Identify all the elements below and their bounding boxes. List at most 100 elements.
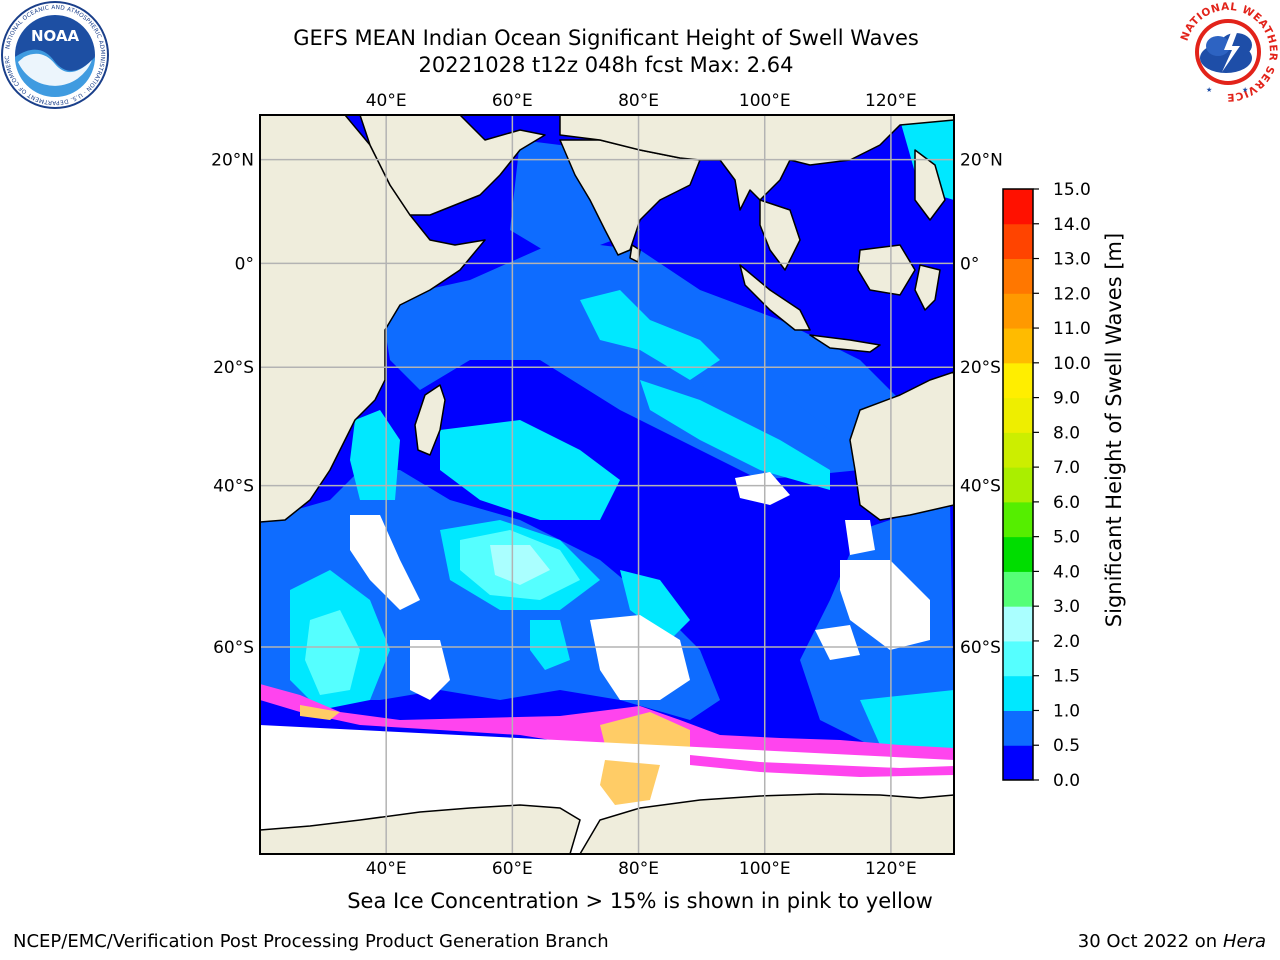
colorbar-tick-label: 12.0 xyxy=(1053,284,1091,304)
colorbar-bin xyxy=(1003,606,1033,642)
colorbar-bin xyxy=(1003,397,1033,433)
borneo-land xyxy=(857,244,916,296)
latitude-label: 0° xyxy=(960,254,979,274)
colorbar-bin xyxy=(1003,467,1033,503)
colorbar-bin xyxy=(1003,710,1033,746)
colorbar-bin xyxy=(1003,640,1033,677)
colorbar-bin xyxy=(1003,745,1033,781)
colorbar-tick-label: 10.0 xyxy=(1053,354,1091,374)
colorbar-bin xyxy=(1003,189,1033,225)
map-panel xyxy=(260,115,954,854)
swell-band-1.5-2.0 xyxy=(305,610,360,695)
no-data-area xyxy=(410,640,450,700)
footer-date-text: 30 Oct 2022 on xyxy=(1077,931,1223,952)
colorbar-tick-label: 15.0 xyxy=(1053,180,1091,200)
latitude-labels-right: 20°N 0° 20°S 40°S 60°S xyxy=(960,151,1003,658)
colorbar-tick-label: 7.0 xyxy=(1053,458,1080,478)
latitude-label: 40°S xyxy=(960,477,1001,497)
asia-land xyxy=(559,115,954,211)
footer-credit: NCEP/EMC/Verification Post Processing Pr… xyxy=(13,931,609,952)
figure-subtitle: 20221028 t12z 048h fcst Max: 2.64 xyxy=(418,53,794,77)
latitude-label: 20°N xyxy=(211,151,254,171)
colorbar-tick-label: 3.0 xyxy=(1053,597,1080,617)
longitude-label: 80°E xyxy=(618,859,659,879)
map-frame xyxy=(259,114,955,855)
longitude-label: 120°E xyxy=(865,91,917,111)
colorbar-ticks: 0.0 0.5 1.0 1.5 2.0 3.0 4.0 5.0 6.0 7.0 8.0 9.0 10.0… xyxy=(1033,180,1091,791)
colorbar-tick-label: 1.0 xyxy=(1053,701,1080,721)
colorbar-bin xyxy=(1003,258,1033,294)
no-data-area xyxy=(350,515,420,610)
colorbar-tick-label: 13.0 xyxy=(1053,250,1091,270)
java-land xyxy=(809,334,881,353)
longitude-label: 60°E xyxy=(492,91,533,111)
longitude-label: 100°E xyxy=(739,859,791,879)
noaa-logo-text: NOAA xyxy=(31,27,80,45)
swell-band-2.0-3.0 xyxy=(490,545,550,585)
longitude-label: 80°E xyxy=(618,91,659,111)
footer-date: 30 Oct 2022 on Hera xyxy=(1078,931,1266,952)
sulawesi-land xyxy=(914,264,941,311)
colorbar-bin xyxy=(1003,223,1033,260)
colorbar-bin xyxy=(1003,362,1033,399)
colorbar-bin xyxy=(1003,571,1033,607)
no-data-area xyxy=(735,472,790,505)
latitude-label: 60°S xyxy=(960,638,1001,658)
sea-ice-caption: Sea Ice Concentration > 15% is shown in … xyxy=(347,889,933,913)
longitude-label: 40°E xyxy=(366,859,407,879)
sea-ice-edge xyxy=(690,755,954,777)
colorbar-bin xyxy=(1003,432,1033,468)
swell-band-1.0-1.5 xyxy=(440,420,620,520)
colorbar-bin xyxy=(1003,293,1033,329)
colorbar xyxy=(1003,189,1033,781)
no-data-area xyxy=(840,560,930,650)
colorbar-tick-label: 0.0 xyxy=(1053,771,1080,791)
latitude-label: 20°S xyxy=(960,358,1001,378)
no-data-area xyxy=(590,615,690,700)
australia-land xyxy=(849,371,954,521)
longitude-label: 100°E xyxy=(739,91,791,111)
nws-logo: NATIONAL WEATHER SERVICE ★ ★ xyxy=(1178,1,1279,103)
sea-ice-core xyxy=(300,705,340,720)
no-data-areas xyxy=(350,472,930,700)
latitude-labels-left: 20°N 0° 20°S 40°S 60°S xyxy=(211,151,254,658)
swell-band-1.0-1.5 xyxy=(580,290,720,380)
latitude-label: 0° xyxy=(235,254,254,274)
colorbar-bin xyxy=(1003,328,1033,364)
longitude-label: 40°E xyxy=(366,91,407,111)
swell-band-1.0-1.5 xyxy=(350,410,400,500)
figure-title: GEFS MEAN Indian Ocean Significant Heigh… xyxy=(293,26,919,50)
sumatra-land xyxy=(739,264,811,331)
colorbar-tick-label: 9.0 xyxy=(1053,389,1080,409)
latitude-label: 20°S xyxy=(213,358,254,378)
swell-band-1.0-1.5 xyxy=(860,690,954,750)
footer-host: Hera xyxy=(1222,931,1266,952)
longitude-labels-top: 40°E 60°E 80°E 100°E 120°E xyxy=(366,91,917,111)
colorbar-tick-label: 5.0 xyxy=(1053,528,1080,548)
no-data-area xyxy=(845,520,875,555)
colorbar-bin xyxy=(1003,536,1033,572)
colorbar-tick-label: 11.0 xyxy=(1053,319,1091,339)
colorbar-tick-label: 2.0 xyxy=(1053,632,1080,652)
latitude-label: 20°N xyxy=(960,151,1003,171)
svg-text:★: ★ xyxy=(1206,86,1212,94)
latitude-label: 60°S xyxy=(213,638,254,658)
colorbar-bin xyxy=(1003,501,1033,538)
noaa-logo: NATIONAL OCEANIC AND ATMOSPHERIC ADMINIS… xyxy=(0,0,109,109)
colorbar-tick-label: 8.0 xyxy=(1053,423,1080,443)
swell-band-1.0-1.5 xyxy=(640,380,830,490)
latitude-label: 40°S xyxy=(213,477,254,497)
svg-text:★: ★ xyxy=(1242,86,1248,94)
southeast-asia-land xyxy=(759,199,801,271)
colorbar-bin xyxy=(1003,675,1033,711)
arabia-land xyxy=(359,115,546,216)
longitude-labels-bottom: 40°E 60°E 80°E 100°E 120°E xyxy=(366,859,917,879)
longitude-label: 60°E xyxy=(492,859,533,879)
colorbar-tick-label: 4.0 xyxy=(1053,562,1080,582)
colorbar-title: Significant Height of Swell Waves [m] xyxy=(1102,232,1126,628)
colorbar-tick-label: 1.5 xyxy=(1053,667,1080,687)
antarctic-region xyxy=(260,684,954,854)
swell-band-1.0-1.5 xyxy=(620,570,690,640)
madagascar-land xyxy=(414,384,446,456)
